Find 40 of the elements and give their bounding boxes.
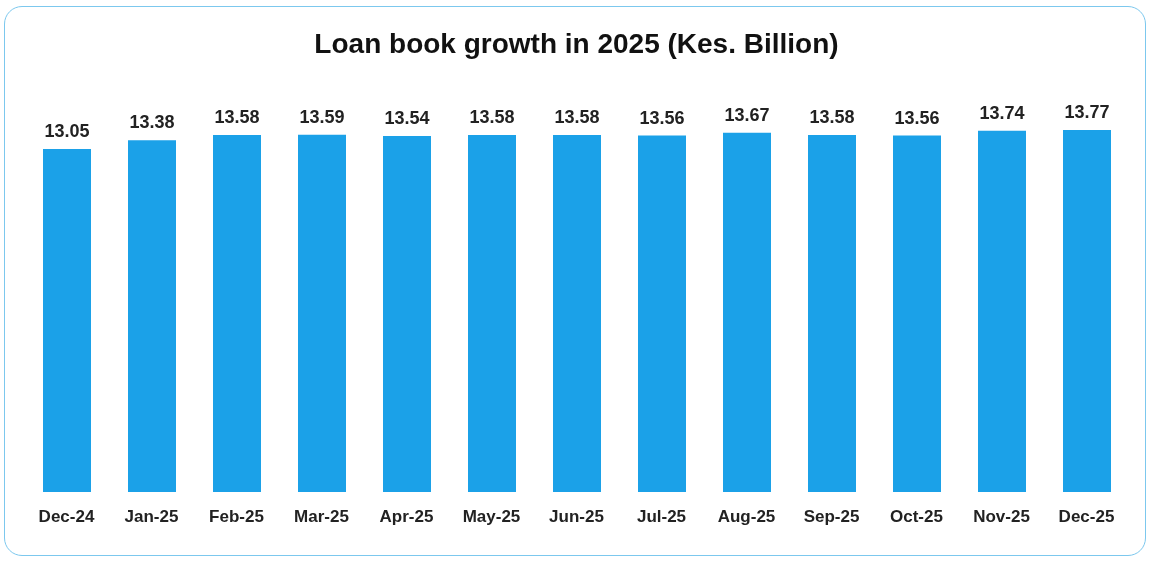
data-label: 13.56 <box>894 107 940 128</box>
bar <box>893 135 941 492</box>
data-label: 13.77 <box>1064 102 1110 122</box>
bar <box>723 132 771 492</box>
bar <box>298 134 346 492</box>
x-tick-label: Dec-24 <box>38 507 95 527</box>
data-label: 13.58 <box>469 106 515 127</box>
data-label: 13.38 <box>129 112 175 133</box>
data-label: 13.05 <box>44 120 90 141</box>
bar <box>978 130 1026 492</box>
bar <box>43 148 91 492</box>
bar <box>468 134 516 492</box>
x-tick-label: Jun-25 <box>549 507 604 527</box>
x-tick-label: Oct-25 <box>890 507 943 527</box>
data-label: 13.74 <box>979 102 1025 123</box>
bar <box>1063 130 1111 492</box>
x-tick-label: May-25 <box>462 507 521 527</box>
data-label: 13.67 <box>724 104 770 125</box>
x-tick-label: Jan-25 <box>124 507 179 527</box>
x-tick-label: Aug-25 <box>717 507 776 527</box>
x-tick-label: Feb-25 <box>209 507 264 527</box>
data-label: 13.58 <box>214 106 260 127</box>
x-tick-label: Apr-25 <box>379 507 434 527</box>
x-tick-label: Mar-25 <box>294 507 349 527</box>
bar <box>553 134 601 492</box>
bar <box>128 140 176 492</box>
x-tick-label: Sep-25 <box>803 507 860 527</box>
bar <box>638 135 686 492</box>
data-label: 13.58 <box>809 106 855 127</box>
data-label: 13.58 <box>554 106 600 127</box>
data-label: 13.56 <box>639 107 685 128</box>
x-tick-label: Jul-25 <box>636 507 687 527</box>
x-tick-label: Dec-25 <box>1058 507 1115 527</box>
data-label: 13.54 <box>384 108 430 129</box>
chart-title: Loan book growth in 2025 (Kes. Billion) <box>313 28 840 60</box>
data-label: 13.59 <box>299 106 345 127</box>
bar <box>213 134 261 492</box>
x-tick-label: Nov-25 <box>973 507 1030 527</box>
bar <box>383 136 431 492</box>
bar <box>808 134 856 492</box>
